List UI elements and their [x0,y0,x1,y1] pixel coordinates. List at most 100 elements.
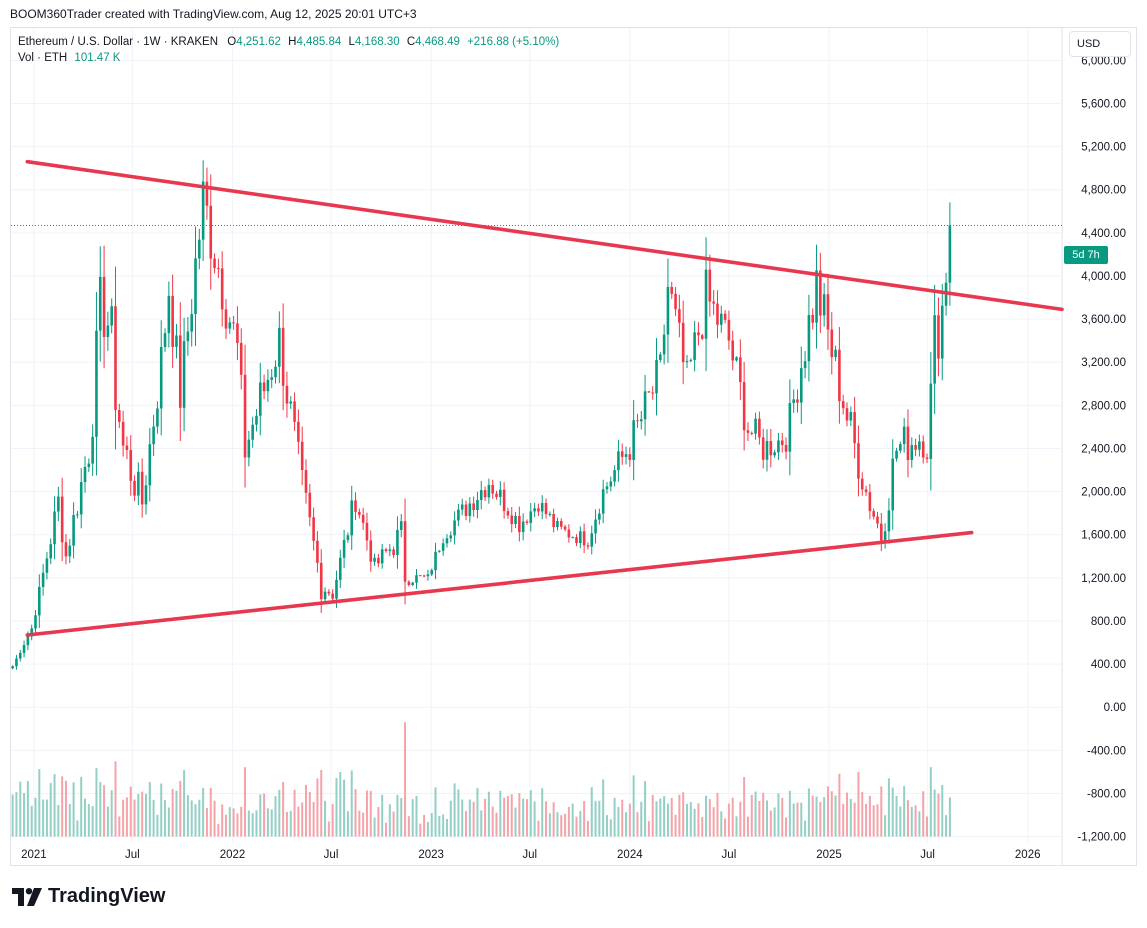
volume-bar [297,806,300,837]
candle-body [354,500,357,512]
volume-bar [666,803,669,837]
candle-body [121,421,125,446]
candle-body [674,293,677,310]
volume-bar [937,793,940,837]
volume-bar [834,795,837,837]
volume-bar [259,794,262,837]
volume-bar [419,823,422,837]
candle-body [285,385,289,404]
volume-bar [194,804,197,837]
volume-bar [278,789,281,837]
candle-body [262,382,266,392]
volume-bar [522,798,525,837]
candle-body [544,502,548,515]
currency-button[interactable]: USD [1069,31,1131,57]
volume-bar [240,806,243,837]
candle-body [190,314,194,332]
volume-bar [457,789,460,837]
change-value: +216.88 (+5.10%) [467,36,560,48]
volume-bar [133,799,136,837]
candle-body [194,258,197,315]
candle-body [342,539,346,558]
candle-body [518,515,521,533]
volume-bar [910,806,913,837]
volume-bar [518,793,521,837]
volume-bar [80,776,83,837]
volume-bar [251,813,254,837]
candle-body [647,391,651,393]
candle-body [514,515,517,525]
candle-body [666,286,670,335]
descending-resistance-trendline[interactable] [25,159,1064,312]
volume-bar [682,792,685,837]
volume-bar [175,790,178,837]
volume-bar [312,801,315,837]
volume-bar [933,789,936,837]
candle-body [38,586,41,616]
candle-body [247,439,251,458]
volume-bar [23,792,26,837]
volume-bar [842,803,845,837]
brand-name: TradingView [48,885,166,907]
volume-bar [99,782,102,837]
candle-body [735,357,738,361]
volume-bar [91,806,94,837]
volume-bar [426,822,429,837]
candle-body [392,549,395,555]
volume-bar [804,820,807,837]
volume-bar [64,780,67,837]
volume-bar [84,798,87,837]
volume-bar [945,815,948,837]
candle-body [857,443,860,479]
volume-bar [792,803,795,837]
volume-bar [929,767,932,837]
volume-bar [282,781,285,837]
volume-bar [244,767,247,837]
volume-bar [766,800,769,837]
x-axis-tick-label: 2021 [21,849,47,861]
candle-body [708,269,712,302]
volume-bar [465,811,468,837]
symbol-title[interactable]: Ethereum / U.S. Dollar · 1W · KRAKEN [18,36,219,48]
volume-bar [651,794,654,837]
candle-body [933,315,936,384]
chart-legend: Ethereum / U.S. Dollar · 1W · KRAKEN O4,… [18,34,559,66]
volume-bar [670,797,673,837]
volume-bar [346,811,349,837]
volume-bar [617,807,620,837]
volume-bar [461,799,464,837]
candle-body [609,481,613,487]
volume-bar [343,779,346,837]
volume-bar [739,801,742,837]
candle-body [548,514,552,516]
volume-bar [484,798,487,837]
candle-body [921,441,925,458]
candle-body [407,581,411,586]
candle-body [243,374,247,458]
candle-body [129,450,133,481]
candle-body [369,540,373,562]
volume-bar [510,794,513,837]
volume-bar [724,818,727,837]
candle-body [510,515,514,525]
candle-body [239,342,243,375]
volume-bar [411,799,414,837]
volume-bar [415,795,418,837]
volume-bar [628,803,631,837]
volume-bar [449,800,452,837]
volume-bar [236,813,239,837]
candle-body [361,514,365,523]
volume-bar [815,796,818,837]
volume-bar [263,793,266,837]
volume-bar [891,787,894,837]
candle-body [739,357,742,383]
candle-body [700,335,704,339]
candle-body [883,531,887,541]
candle-body [483,490,487,498]
volume-bar [777,793,780,837]
candle-body [438,550,441,552]
volume-bar [61,776,64,837]
ascending-support-trendline[interactable] [25,530,974,637]
volume-bar [171,788,174,837]
